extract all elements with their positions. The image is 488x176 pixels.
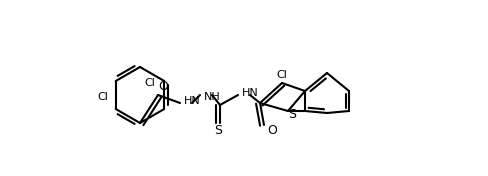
Text: HN: HN bbox=[242, 88, 259, 98]
Text: Cl: Cl bbox=[144, 78, 155, 88]
Text: S: S bbox=[288, 108, 296, 121]
Text: NH: NH bbox=[204, 92, 221, 102]
Text: O: O bbox=[267, 124, 277, 137]
Text: Cl: Cl bbox=[97, 92, 108, 102]
Text: O: O bbox=[158, 80, 168, 93]
Text: Cl: Cl bbox=[277, 70, 287, 80]
Text: HN: HN bbox=[184, 96, 201, 106]
Text: S: S bbox=[214, 124, 222, 137]
